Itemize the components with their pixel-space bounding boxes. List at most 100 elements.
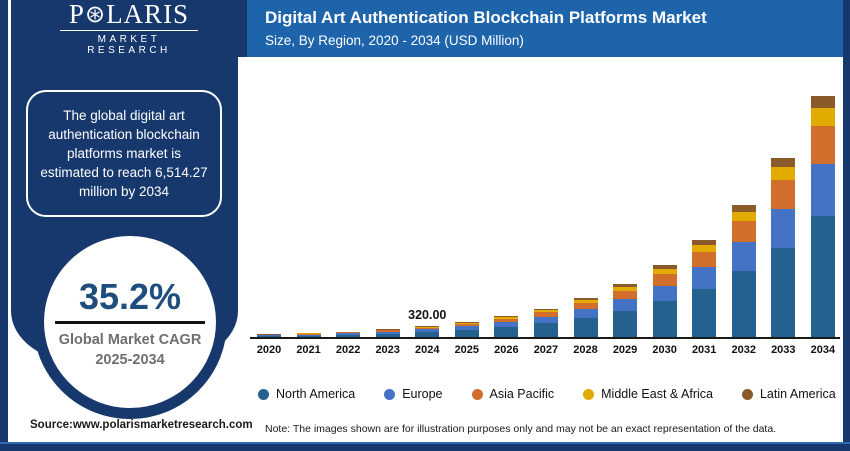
bar-segment-europe bbox=[533, 316, 558, 324]
bar-segment-asia-pacific bbox=[533, 312, 558, 317]
frame-right-border bbox=[843, 0, 850, 451]
bar-segment-asia-pacific bbox=[494, 318, 519, 323]
bar-segment-north-america bbox=[415, 332, 440, 338]
bar-segment-europe bbox=[494, 322, 519, 328]
bar-segment-europe bbox=[731, 242, 756, 272]
bar-stack-2024 bbox=[415, 326, 440, 338]
bar-segment-europe bbox=[652, 285, 677, 302]
source-text: Source:www.polarismarketresearch.com bbox=[30, 419, 253, 431]
bar-segment-asia-pacific bbox=[296, 333, 321, 335]
bar-segment-latin-america bbox=[692, 239, 717, 245]
bar-stack-2033 bbox=[771, 158, 796, 338]
bar-segment-north-america bbox=[533, 323, 558, 338]
bar-stack-2022 bbox=[336, 331, 361, 338]
x-axis-label-2025: 2025 bbox=[454, 344, 480, 356]
x-axis-label-2020: 2020 bbox=[256, 344, 282, 356]
compass-star-icon: ⊛ bbox=[84, 2, 107, 28]
bar-column-2028 bbox=[569, 298, 603, 338]
bar-segment-middle-east-africa bbox=[533, 310, 558, 313]
cagr-circle: 35.2% Global Market CAGR 2025-2034 bbox=[33, 225, 227, 419]
bar-segment-latin-america bbox=[652, 265, 677, 269]
legend-dot-icon bbox=[384, 388, 396, 400]
frame-bottom-border bbox=[0, 442, 850, 451]
bar-segment-middle-east-africa bbox=[415, 326, 440, 328]
bar-segment-europe bbox=[375, 331, 400, 334]
bar-segment-latin-america bbox=[731, 205, 756, 212]
bar-stack-2028 bbox=[573, 298, 598, 338]
chart-legend: North America Europe Asia Pacific Middle Ea… bbox=[258, 387, 842, 401]
bar-column-2027 bbox=[529, 308, 563, 338]
legend-label: Middle East & Africa bbox=[601, 387, 713, 401]
bar-segment-asia-pacific bbox=[810, 125, 835, 164]
x-axis-label-2030: 2030 bbox=[652, 344, 677, 356]
bar-segment-asia-pacific bbox=[336, 332, 361, 334]
logo-subtitle: MARKET RESEARCH bbox=[60, 30, 198, 56]
bar-segment-middle-east-africa bbox=[652, 268, 677, 275]
bar-segment-north-america bbox=[454, 329, 479, 338]
bar-segment-europe bbox=[573, 309, 598, 319]
legend-label: Asia Pacific bbox=[489, 387, 555, 401]
bar-segment-asia-pacific bbox=[692, 251, 717, 268]
bar-segment-europe bbox=[296, 334, 321, 336]
legend-item-north-america: North America bbox=[258, 387, 355, 401]
bar-segment-europe bbox=[692, 267, 717, 289]
bar-segment-europe bbox=[810, 163, 835, 217]
bar-stack-2023 bbox=[375, 329, 400, 338]
bar-column-2033 bbox=[766, 158, 800, 338]
bar-stack-2032 bbox=[731, 205, 756, 338]
x-axis-label-2029: 2029 bbox=[612, 344, 638, 356]
cagr-label: Global Market CAGR bbox=[58, 331, 202, 348]
x-axis-label-2034: 2034 bbox=[810, 344, 836, 356]
bar-segment-europe bbox=[257, 335, 281, 337]
bar-segment-middle-east-africa bbox=[810, 107, 835, 126]
bar-segment-middle-east-africa bbox=[573, 300, 598, 304]
legend-label: Latin America bbox=[759, 387, 836, 401]
legend-dot-icon bbox=[583, 388, 595, 400]
title-band: Digital Art Authentication Blockchain Pl… bbox=[247, 0, 843, 57]
x-axis-label-2027: 2027 bbox=[533, 344, 559, 356]
bar-segment-middle-east-africa bbox=[692, 244, 717, 252]
bar-segment-middle-east-africa bbox=[731, 211, 756, 222]
bar-value-label: 320.00 bbox=[408, 308, 447, 323]
bar-stack-2034 bbox=[810, 96, 835, 338]
legend-label: North America bbox=[276, 387, 356, 401]
bar-segment-asia-pacific bbox=[415, 327, 440, 330]
cagr-divider bbox=[55, 320, 205, 324]
bar-segment-europe bbox=[771, 208, 796, 248]
bar-segment-north-america bbox=[810, 216, 835, 338]
bar-segment-latin-america bbox=[771, 158, 796, 168]
bar-column-2025 bbox=[450, 321, 484, 338]
bar-column-2026 bbox=[489, 316, 523, 338]
legend-item-asia-pacific: Asia Pacific bbox=[471, 387, 555, 401]
bar-segment-asia-pacific bbox=[771, 180, 796, 209]
chart-title: Digital Art Authentication Blockchain Pl… bbox=[265, 8, 707, 27]
bar-column-2021 bbox=[292, 333, 326, 338]
bar-segment-north-america bbox=[652, 301, 677, 338]
bar-segment-asia-pacific bbox=[454, 323, 479, 327]
bar-stack-2025 bbox=[454, 321, 479, 338]
x-axis-label-2031: 2031 bbox=[691, 344, 717, 356]
bar-segment-north-america bbox=[375, 333, 400, 338]
bar-segment-north-america bbox=[613, 310, 638, 338]
bar-segment-asia-pacific bbox=[613, 290, 638, 300]
bar-segment-latin-america bbox=[810, 96, 835, 108]
bar-segment-north-america bbox=[494, 327, 519, 338]
bar-stack-2026 bbox=[494, 316, 519, 338]
bar-segment-europe bbox=[336, 333, 361, 335]
bar-stack-2031 bbox=[692, 239, 717, 338]
bar-segment-north-america bbox=[296, 335, 321, 338]
bar-segment-middle-east-africa bbox=[771, 167, 796, 181]
legend-dot-icon bbox=[741, 388, 753, 400]
legend-label: Europe bbox=[402, 387, 443, 401]
bar-segment-asia-pacific bbox=[652, 274, 677, 286]
cagr-value: 35.2% bbox=[78, 275, 182, 317]
x-axis-label-2022: 2022 bbox=[335, 344, 361, 356]
bar-segment-middle-east-africa bbox=[375, 329, 400, 331]
x-axis-label-2026: 2026 bbox=[494, 344, 519, 356]
bar-column-2032 bbox=[727, 205, 761, 338]
chart-subtitle: Size, By Region, 2020 - 2034 (USD Millio… bbox=[265, 33, 524, 48]
legend-item-europe: Europe bbox=[384, 387, 443, 401]
cagr-period: 2025-2034 bbox=[95, 351, 165, 368]
bar-segment-latin-america bbox=[613, 284, 638, 287]
